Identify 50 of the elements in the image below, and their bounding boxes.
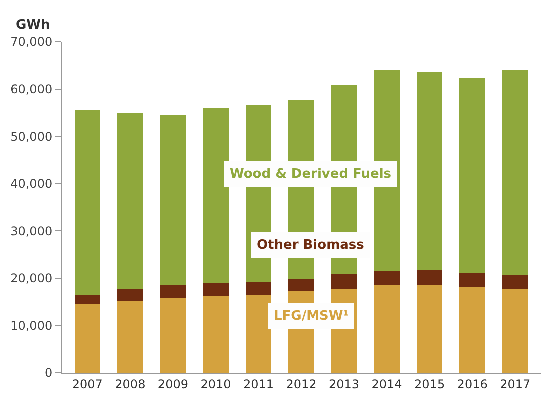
bar [502,70,528,276]
x-tick-label: 2008 [115,377,146,392]
y-tick-label: 70,000 [10,35,53,50]
bar [74,294,100,304]
bar [288,279,314,292]
x-tick-label: 2016 [457,377,488,392]
bar [203,296,229,373]
bar [416,285,443,373]
bar [331,274,358,289]
bar [118,301,144,373]
bar [502,275,528,289]
x-tick-label: 2007 [72,377,103,392]
bar [416,72,443,270]
x-tick-label: 2013 [328,377,360,392]
bar [203,284,229,296]
bar [203,108,229,284]
y-axis-title: GWh [16,18,50,33]
bar [460,272,486,287]
bar [160,298,186,373]
bar [118,112,144,290]
x-tick-label: 2015 [414,377,446,392]
bar [74,110,100,295]
series-label: LFG/MSW¹ [274,309,349,324]
bar [160,115,186,286]
bar [118,289,144,302]
y-tick-label: 20,000 [10,272,53,286]
y-tick-label: 30,000 [10,224,53,238]
bar [374,270,400,286]
series-label: Other Biomass [257,238,365,253]
series-label: Wood & Derived Fuels [230,167,392,182]
y-tick-label: 50,000 [10,130,53,144]
x-tick-label: 2014 [372,377,402,392]
y-tick-label: 40,000 [10,177,53,192]
bar [246,295,272,373]
x-tick-label: 2010 [200,377,232,392]
bar [460,286,486,373]
bar [460,78,486,273]
x-tick-label: 2009 [158,377,188,392]
x-tick-label: 2011 [243,377,274,392]
bar [502,288,528,373]
y-tick-label: 60,000 [10,82,53,96]
y-tick-label: 0 [44,366,53,380]
bar [416,270,443,286]
x-tick-label: 2017 [500,377,531,392]
x-tick-label: 2012 [286,377,317,392]
bar [374,286,400,373]
y-tick-label: 10,000 [10,318,53,333]
bar [160,286,186,298]
bar [246,282,272,296]
bar [74,304,100,373]
